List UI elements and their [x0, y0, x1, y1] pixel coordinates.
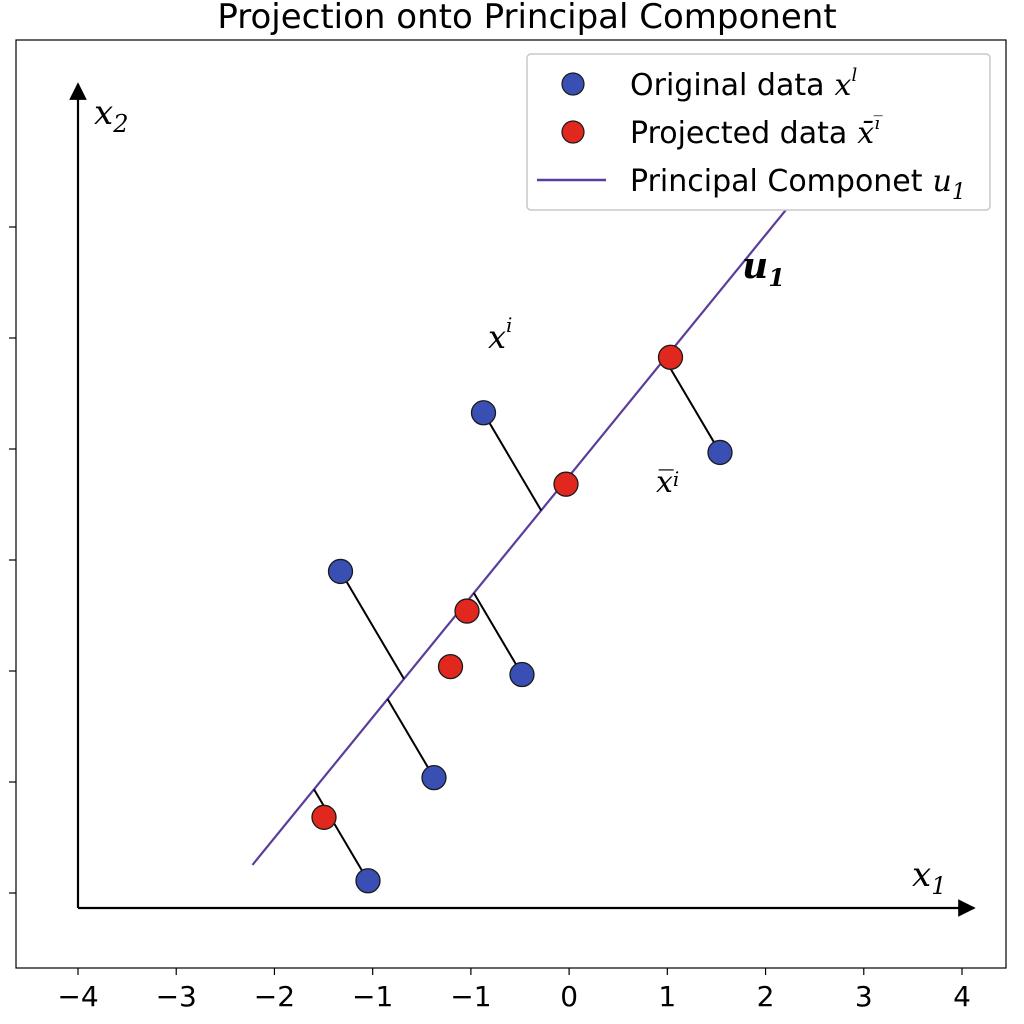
annotation-projected-letter: x̅	[656, 465, 674, 500]
x-tick-label: −1	[352, 980, 393, 1013]
x-arrow-label-letter: x	[912, 855, 931, 895]
x-tick-label: −3	[156, 980, 197, 1013]
x-tick-label: 3	[855, 980, 873, 1013]
legend-pc-label: Principal Componet u1	[630, 164, 966, 205]
y-axis-ticks	[9, 226, 16, 894]
pc-line-label-sub: 1	[768, 263, 785, 292]
legend-projected-marker	[561, 120, 585, 144]
x-tick-label: 1	[658, 980, 676, 1013]
pc-line-label-letter: u	[742, 245, 768, 287]
annotation-original-point: xi	[488, 313, 512, 356]
legend-pc-sub: 1	[952, 180, 966, 205]
pc-line-label: u1	[742, 245, 785, 292]
plot-frame	[15, 39, 1007, 969]
legend-original-math: x	[835, 68, 852, 103]
legend-original-label: Original data xl	[630, 65, 857, 103]
y-arrow-label-sub: 2	[112, 110, 128, 138]
projected-point	[311, 804, 337, 830]
legend-projected-math: x̄	[857, 116, 874, 151]
x-tick-label: −1	[450, 980, 491, 1013]
projected-point	[437, 653, 464, 680]
legend-original-marker	[561, 72, 585, 96]
legend-projected-label: Projected data x̄i̅	[630, 113, 883, 151]
annotation-original-sup: i	[506, 313, 512, 337]
projected-point	[454, 598, 480, 624]
annotation-original-letter: x	[488, 318, 506, 356]
x-arrow-label: x1	[912, 855, 946, 900]
legend-pc-math: u	[933, 164, 952, 199]
x-tick-label: 0	[560, 980, 578, 1013]
annotation-projected-point: x̅i	[656, 465, 679, 500]
projection-segment	[482, 412, 543, 511]
original-point	[470, 400, 497, 426]
projected-point	[657, 344, 684, 370]
projection-segment	[313, 788, 369, 882]
projection-segment	[663, 358, 721, 453]
x-tick-label: −4	[57, 980, 98, 1013]
original-point	[421, 764, 447, 791]
legend-projected-sup: i̅	[874, 113, 883, 134]
projection-segment	[473, 592, 523, 676]
chart-title: Projection onto Principal Component	[217, 0, 836, 37]
projection-segment	[339, 570, 405, 680]
x-tick-label: 4	[953, 980, 971, 1013]
x-axis-ticks: −4 −3 −2 −1 −1 0 1 2 3 4	[57, 968, 971, 1013]
projection-segment	[386, 698, 435, 779]
legend-box	[526, 53, 991, 211]
x-tick-label: 2	[757, 980, 775, 1013]
y-arrow-label: x2	[94, 93, 128, 138]
projected-points	[311, 344, 684, 830]
original-point	[355, 868, 381, 894]
legend-projected-name: Projected data	[630, 116, 847, 151]
x-tick-label: −2	[254, 980, 295, 1013]
legend-pc-name: Principal Componet	[630, 164, 923, 199]
legend-original-name: Original data	[630, 68, 825, 103]
original-point	[707, 439, 733, 466]
legend: Original data xl Projected data x̄i̅ Princ…	[526, 53, 991, 211]
original-point	[327, 558, 354, 585]
legend-original-sup: l	[851, 65, 857, 86]
principal-component-line	[251, 182, 809, 866]
annotation-projected-sup: i	[673, 467, 679, 491]
x-arrow-label-sub: 1	[931, 872, 946, 900]
projection-lines	[313, 358, 721, 882]
y-arrow-label-letter: x	[94, 93, 113, 133]
original-points	[327, 400, 733, 894]
projected-point	[553, 471, 579, 497]
original-point	[509, 661, 535, 688]
